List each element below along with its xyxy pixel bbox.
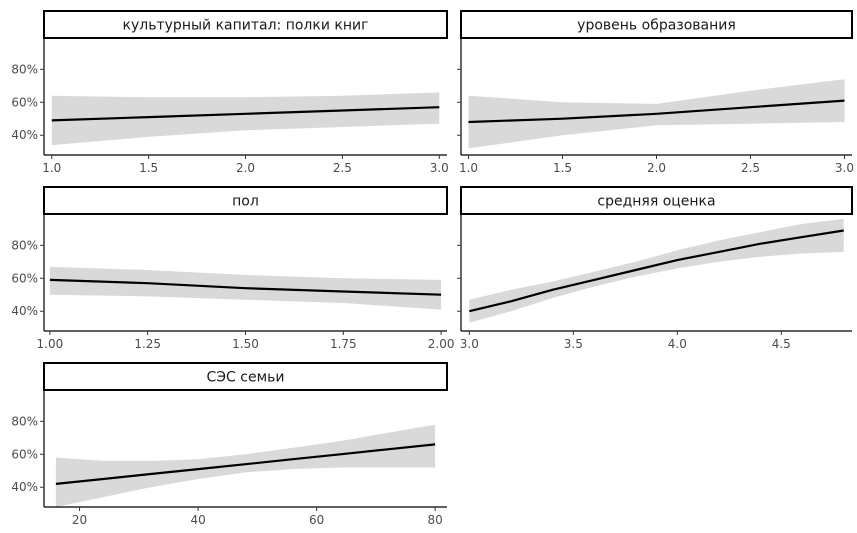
facet-strip-title: культурный капитал: полки книг bbox=[123, 18, 369, 34]
x-tick-label: 20 bbox=[72, 513, 87, 527]
y-tick-label: 40% bbox=[11, 128, 38, 142]
x-tick-label: 1.50 bbox=[232, 337, 259, 351]
x-tick-label: 1.5 bbox=[553, 161, 572, 175]
x-tick-label: 2.5 bbox=[333, 161, 352, 175]
x-tick-label: 1.00 bbox=[37, 337, 64, 351]
x-tick-label: 2.00 bbox=[428, 337, 455, 351]
fitted-line bbox=[51, 106, 440, 122]
confidence-band bbox=[55, 424, 436, 507]
facet-strip-title: СЭС семьи bbox=[207, 370, 285, 386]
confidence-band bbox=[469, 218, 844, 323]
confidence-band bbox=[51, 92, 440, 146]
x-tick-label: 80 bbox=[428, 513, 443, 527]
y-tick-label: 40% bbox=[11, 480, 38, 494]
facet-strip bbox=[43, 186, 448, 215]
y-tick-label: 80% bbox=[11, 62, 38, 76]
facet-strip bbox=[43, 10, 448, 39]
y-tick-label: 80% bbox=[11, 414, 38, 428]
facet-panel-3: пол 40% 60% 80% 1.00 1.25 1.50 1.75 2.00 bbox=[11, 186, 455, 351]
y-tick-label: 40% bbox=[11, 304, 38, 318]
fitted-line bbox=[55, 443, 436, 485]
x-tick-label: 1.5 bbox=[139, 161, 158, 175]
x-tick-label: 4.0 bbox=[668, 337, 687, 351]
x-tick-label: 1.0 bbox=[459, 161, 478, 175]
facet-strip bbox=[460, 10, 853, 39]
x-tick-label: 2.5 bbox=[741, 161, 760, 175]
facet-strip-title: уровень образования bbox=[577, 18, 736, 34]
x-tick-label: 1.75 bbox=[330, 337, 357, 351]
x-tick-label: 2.0 bbox=[236, 161, 255, 175]
x-tick-label: 1.0 bbox=[42, 161, 61, 175]
y-tick-label: 60% bbox=[11, 95, 38, 109]
facet-strip bbox=[460, 186, 853, 215]
x-tick-label: 3.0 bbox=[835, 161, 854, 175]
fitted-line bbox=[468, 99, 845, 124]
facet-strip-title: средняя оценка bbox=[597, 194, 715, 210]
y-tick-label: 60% bbox=[11, 271, 38, 285]
fitted-line bbox=[469, 229, 844, 313]
facet-panel-2: уровень образования 1.0 1.5 2.0 2.5 3.0 bbox=[457, 10, 854, 175]
facet-panel-4: средняя оценка 3.0 3.5 4.0 4.5 bbox=[457, 186, 853, 351]
x-tick-label: 3.0 bbox=[460, 337, 479, 351]
x-tick-label: 3.5 bbox=[564, 337, 583, 351]
facet-panel-1: культурный капитал: полки книг 40% 60% 80% 1… bbox=[11, 10, 449, 175]
facet-panel-5: СЭС семьи 40% 60% 80% 20 40 60 80 bbox=[11, 362, 448, 527]
y-tick-label: 60% bbox=[11, 447, 38, 461]
x-tick-label: 40 bbox=[190, 513, 205, 527]
x-tick-label: 1.25 bbox=[134, 337, 161, 351]
y-tick-label: 80% bbox=[11, 238, 38, 252]
fitted-line bbox=[49, 278, 442, 296]
facet-strip bbox=[43, 362, 448, 391]
x-tick-label: 60 bbox=[309, 513, 324, 527]
x-tick-label: 2.0 bbox=[647, 161, 666, 175]
facet-strip-title: пол bbox=[232, 194, 259, 210]
x-tick-label: 4.5 bbox=[772, 337, 791, 351]
x-tick-label: 3.0 bbox=[430, 161, 449, 175]
